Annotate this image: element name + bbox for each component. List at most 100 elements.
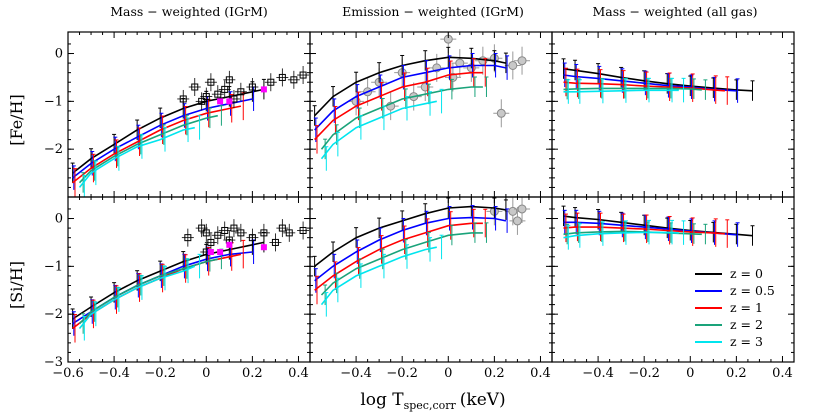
column-title-2: Mass − weighted (all gas) [592, 4, 757, 19]
obs-magenta-point-1 [217, 249, 224, 255]
series-line-1 [314, 64, 507, 131]
obs-black-point-5 [221, 226, 229, 234]
obs-black-point-7 [237, 88, 245, 96]
obs-black-point-12 [299, 71, 307, 79]
obs-black-point-1 [191, 83, 199, 91]
obs-black-point-9 [267, 78, 275, 86]
obs-black-point-2 [202, 93, 210, 101]
xtick-label: −0.4 [340, 366, 372, 381]
panel-content-fe-emission-igrm [312, 32, 531, 171]
xtick-label: −0.4 [98, 366, 130, 381]
series-line-4 [78, 126, 195, 188]
panel-content-fe-mass-allgas [561, 58, 755, 105]
panel-content-si-mass-igrm [70, 219, 310, 343]
xtick-label: 0 [444, 366, 452, 381]
xtick-label: 0.4 [530, 366, 551, 381]
panel-si-emission-igrm: −0.4 −0.2 0 0.2 0.4 [309, 196, 553, 381]
panel-frame [67, 196, 311, 363]
row-label-fe: [Fe/H] [7, 94, 26, 146]
series-line-0 [563, 68, 753, 92]
ytick-label: −2 [44, 307, 63, 322]
series-line-4 [563, 231, 679, 239]
obs-gray-point-2 [512, 216, 522, 226]
x-axis-label-main: log T [360, 390, 404, 410]
panel-fe-emission-igrm [309, 31, 553, 198]
obs-magenta-point-0 [207, 249, 214, 255]
xtick-label: −0.2 [386, 366, 418, 381]
legend: z = 0 z = 0.5 z = 1 z = 2 z = 3 [695, 266, 775, 349]
obs-black-point-13 [198, 97, 206, 105]
xtick-label: 0.2 [242, 366, 263, 381]
column-title-1: Emission − weighted (IGrM) [342, 4, 524, 19]
series-line-0 [314, 56, 507, 117]
obs-black-point-3 [207, 238, 215, 246]
obs-black-point-2 [202, 229, 210, 237]
panel-content-si-emission-igrm [312, 197, 531, 317]
legend-label-4: z = 3 [730, 334, 763, 349]
panel-frame [309, 31, 553, 198]
obs-black-point-11 [290, 76, 298, 84]
xtick-label: −0.2 [628, 366, 660, 381]
series-line-4 [320, 100, 437, 160]
series-line-3 [320, 86, 483, 150]
xtick-label: −0.4 [582, 366, 614, 381]
ytick-label: −1 [44, 259, 63, 274]
obs-black-point-9 [248, 234, 256, 242]
series-line-4 [320, 246, 437, 306]
series-line-3 [563, 87, 702, 91]
xtick-label: 0.4 [288, 366, 309, 381]
obs-gray-point-1 [517, 204, 527, 214]
xtick-label: −0.2 [144, 366, 176, 381]
ytick-label: −1 [44, 94, 63, 109]
panel-fe-mass-igrm: −2 −1 0 [44, 31, 311, 198]
series-line-2 [314, 71, 483, 141]
series-line-0 [72, 241, 265, 320]
x-axis-label-sub: spec,corr [404, 399, 457, 412]
obs-black-point-3 [207, 78, 215, 86]
ytick-label: −3 [44, 355, 63, 370]
obs-black-point-14 [299, 226, 307, 234]
obs-black-point-4 [214, 90, 222, 98]
series-line-1 [314, 216, 507, 282]
obs-black-point-7 [230, 224, 238, 232]
obs-black-point-8 [237, 229, 245, 237]
obs-black-point-6 [225, 76, 233, 84]
obs-black-point-10 [260, 229, 268, 237]
panel-si-mass-igrm: −3 −2 −1 0 −0.6 −0.4 −0.2 0 0.2 0.4 [44, 196, 311, 381]
panel-content-si-mass-allgas [561, 205, 755, 250]
obs-black-point-0 [184, 234, 192, 242]
legend-label-2: z = 1 [730, 300, 763, 315]
obs-black-point-12 [278, 224, 286, 232]
obs-black-point-11 [271, 238, 279, 246]
obs-magenta-point-3 [260, 244, 267, 251]
legend-label-3: z = 2 [730, 317, 763, 332]
column-title-0: Mass − weighted (IGrM) [110, 4, 268, 19]
xtick-label: 0.2 [726, 366, 747, 381]
series-line-3 [320, 232, 483, 296]
xtick-label: 0 [686, 366, 694, 381]
obs-black-point-0 [179, 95, 187, 103]
obs-black-point-5 [221, 85, 229, 93]
series-line-0 [314, 205, 507, 267]
obs-black-point-4 [214, 231, 222, 239]
x-axis-label: log Tspec,corr (keV) [360, 390, 505, 412]
series-line-2 [72, 105, 242, 184]
legend-label-0: z = 0 [730, 266, 763, 281]
obs-gray-point-15 [508, 60, 518, 70]
xtick-label: −0.6 [52, 366, 84, 381]
xtick-label: 0.2 [484, 366, 505, 381]
ytick-label: −2 [44, 142, 63, 157]
ytick-label: 0 [55, 47, 63, 62]
xtick-label: 0 [202, 366, 210, 381]
legend-label-1: z = 0.5 [730, 283, 775, 298]
obs-magenta-point-2 [260, 86, 267, 93]
plot-area: −2 −1 0 −3 −2 −1 0 −0.6 −0.4 −0.2 0 0.2 0.4 −0.4 −0.2 0… [44, 31, 795, 381]
xtick-label: 0.4 [772, 366, 793, 381]
obs-gray-point-16 [517, 56, 527, 66]
panel-si-mass-allgas: −0.4 −0.2 0 0.2 0.4 [551, 196, 795, 381]
obs-magenta-point-1 [226, 98, 233, 105]
panel-frame [551, 31, 795, 198]
series-line-3 [78, 258, 218, 325]
panel-fe-mass-allgas [551, 31, 795, 198]
